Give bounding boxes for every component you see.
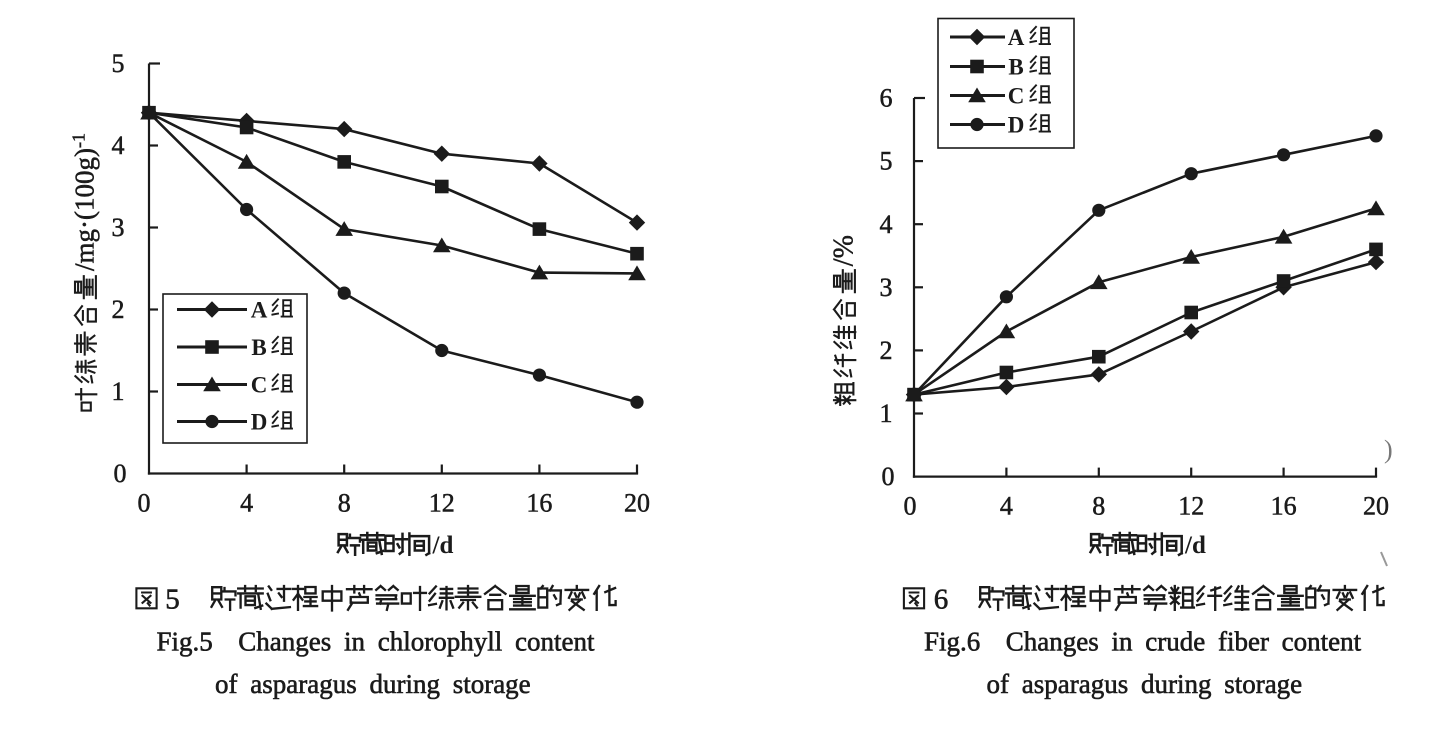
svg-text:4: 4 (1000, 492, 1013, 521)
svg-text:D: D (251, 410, 268, 435)
svg-text:A: A (1008, 25, 1025, 50)
svg-text:8: 8 (338, 489, 351, 518)
svg-text:20: 20 (624, 489, 650, 518)
svg-text:5: 5 (112, 49, 125, 78)
svg-text:/d: /d (432, 532, 454, 559)
svg-text:16: 16 (526, 489, 552, 518)
svg-text:16: 16 (1271, 492, 1297, 521)
svg-text:12: 12 (1178, 492, 1204, 521)
svg-text:of asparagus during storage: of asparagus during storage (987, 669, 1303, 699)
svg-text:3: 3 (112, 213, 125, 242)
svg-text:8: 8 (1092, 492, 1105, 521)
svg-text:B: B (251, 335, 266, 360)
svg-text:1: 1 (880, 399, 893, 428)
svg-text:6: 6 (934, 584, 949, 616)
svg-text:6: 6 (880, 84, 893, 113)
svg-text:4: 4 (112, 131, 125, 160)
svg-text:D: D (1008, 113, 1025, 138)
svg-text:C: C (251, 373, 268, 398)
svg-text:0: 0 (904, 492, 917, 521)
svg-text:1: 1 (112, 377, 125, 406)
svg-text:/d: /d (1184, 532, 1206, 559)
svg-text:4: 4 (880, 210, 893, 239)
svg-text:20: 20 (1363, 492, 1389, 521)
svg-text:Fig.6 Changes in crude fiber: Fig.6 Changes in crude fiber content (924, 627, 1362, 657)
svg-text:0: 0 (114, 459, 127, 488)
svg-text:5: 5 (880, 147, 893, 176)
svg-text:0: 0 (138, 489, 151, 518)
svg-text:Fig.5 Changes in chlorophyll: Fig.5 Changes in chlorophyll content (157, 627, 595, 657)
svg-text:0: 0 (882, 462, 895, 491)
svg-text:12: 12 (429, 489, 455, 518)
svg-text:B: B (1008, 55, 1023, 80)
svg-text:of asparagus during storage: of asparagus during storage (215, 669, 531, 699)
svg-text:4: 4 (240, 489, 253, 518)
svg-text:/%: /% (829, 235, 860, 266)
svg-text:2: 2 (112, 295, 125, 324)
svg-text:3: 3 (880, 273, 893, 302)
svg-text:C: C (1008, 84, 1025, 109)
svg-text:/mg·(100g)-1: /mg·(100g)-1 (69, 133, 100, 271)
svg-text:): ) (1384, 435, 1393, 464)
svg-text:2: 2 (880, 336, 893, 365)
svg-text:A: A (251, 298, 268, 323)
svg-text:5: 5 (165, 584, 180, 616)
